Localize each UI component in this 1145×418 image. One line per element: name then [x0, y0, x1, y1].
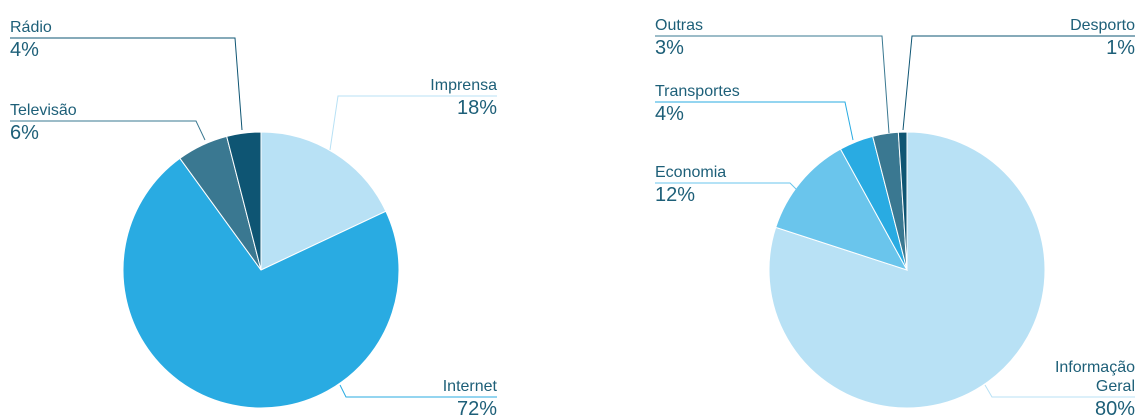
slice-label: Televisão [10, 102, 77, 119]
leader-line [10, 37, 243, 131]
leader-line [655, 101, 854, 141]
pie-slice [260, 131, 387, 271]
slice-label: Informação Geral [1054, 359, 1135, 395]
slice-label: Imprensa [430, 77, 497, 94]
leader-line [10, 120, 206, 141]
leader-line [984, 384, 1135, 398]
leader-line [655, 35, 890, 134]
value-label: 12% [655, 184, 696, 206]
pie-slice [226, 131, 262, 271]
slice-label: Outras [655, 17, 704, 34]
value-label: 4% [10, 39, 39, 61]
pie-slice [775, 148, 909, 271]
value-label: 4% [655, 103, 684, 125]
value-label: 1% [1106, 37, 1135, 59]
leader-line [655, 182, 798, 191]
leader-line [339, 384, 497, 398]
leader-line [329, 95, 497, 151]
slice-label: Desporto [1070, 17, 1135, 34]
value-label: 80% [1094, 398, 1135, 418]
slice-label: Internet [442, 378, 497, 395]
value-label: 72% [456, 398, 497, 418]
value-label: 3% [655, 37, 684, 59]
slice-label: Transportes [655, 83, 740, 100]
slice-label: Rádio [10, 19, 52, 36]
value-label: 6% [10, 122, 39, 144]
leader-line [902, 35, 1135, 131]
pie-slice [122, 157, 400, 409]
pie-slice [897, 131, 908, 271]
slice-label: Economia [655, 164, 727, 181]
value-label: 18% [456, 97, 497, 119]
